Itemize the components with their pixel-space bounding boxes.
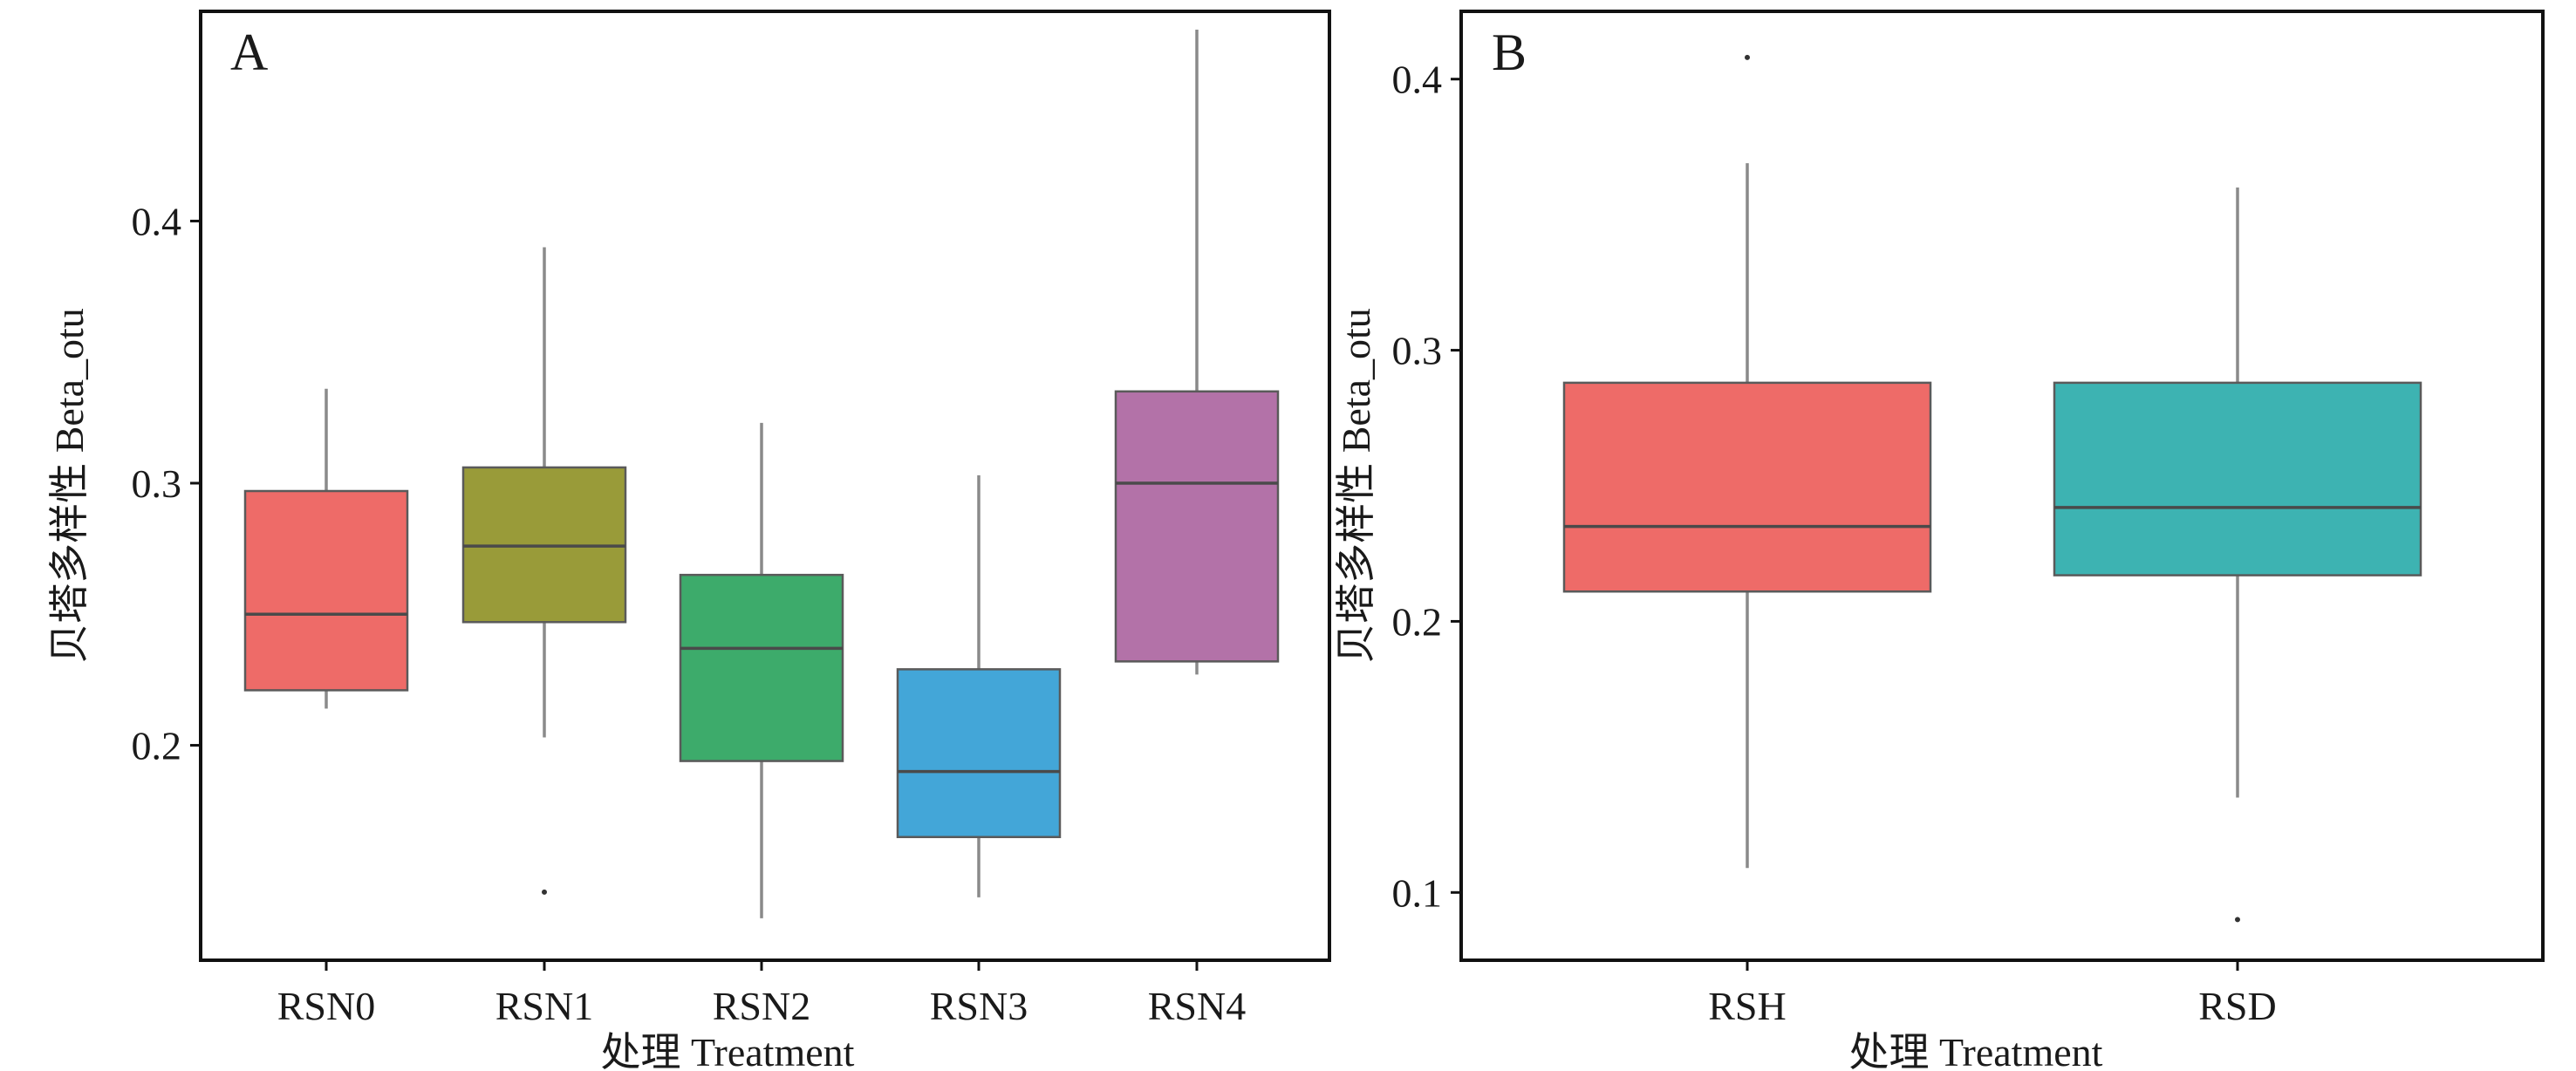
panel-a-x-tick-label: RSN1 xyxy=(495,984,593,1028)
panel-a-frame xyxy=(199,10,1331,962)
panel-b-box-rsd xyxy=(2053,188,2422,923)
panel-a: A 0.2 0.3 0.4 RSN0 RSN1 RSN2 RSN3 RSN4 处理 Trea… xyxy=(47,10,1331,1071)
panel-b-y-axis-title: 贝塔多样性 Beta_otu xyxy=(1334,308,1378,664)
panel-a-y-axis: 0.2 0.3 0.4 xyxy=(132,199,201,768)
panel-a-y-tick-label: 0.3 xyxy=(132,461,182,506)
panel-b-box-rsh xyxy=(1562,54,1932,869)
panel-a-box-rsn0 xyxy=(243,388,409,709)
iqr-box xyxy=(1562,381,1932,593)
panel-b-x-axis: RSH RSD xyxy=(1708,960,2277,1028)
panel-b-y-axis: 0.1 0.2 0.3 0.4 xyxy=(1392,58,1461,915)
iqr-box xyxy=(2053,381,2422,576)
iqr-box xyxy=(243,489,409,692)
panel-a-box-rsn2 xyxy=(679,422,844,918)
panel-a-box-rsn4 xyxy=(1114,30,1280,675)
panel-b-y-tick-label: 0.2 xyxy=(1392,599,1443,644)
iqr-box xyxy=(1114,390,1280,663)
outlier-point xyxy=(2235,917,2240,923)
panel-a-x-tick-label: RSN2 xyxy=(713,984,810,1028)
panel-b-y-tick-label: 0.3 xyxy=(1392,329,1443,373)
panel-b-x-tick-label: RSD xyxy=(2198,984,2276,1028)
panel-a-plot-area xyxy=(243,30,1280,918)
panel-b-y-tick-label: 0.1 xyxy=(1392,870,1443,915)
panel-a-x-tick-label: RSN0 xyxy=(277,984,375,1028)
outlier-point xyxy=(542,889,547,895)
panel-a-y-tick-label: 0.2 xyxy=(132,724,182,768)
iqr-box xyxy=(896,668,1062,838)
panel-b-x-axis-title: 处理 Treatment xyxy=(1849,1030,2103,1071)
panel-a-y-axis-title: 贝塔多样性 Beta_otu xyxy=(47,308,92,664)
panel-b-y-tick-label: 0.4 xyxy=(1392,58,1443,102)
panel-b-letter: B xyxy=(1492,24,1527,81)
panel-b: B 0.1 0.2 0.3 0.4 RSH RSD 处理 Treatment 贝塔多样性… xyxy=(1334,10,2545,1071)
panel-b-frame xyxy=(1459,10,2545,962)
panel-a-x-tick-label: RSN4 xyxy=(1148,984,1246,1028)
panel-a-x-axis: RSN0 RSN1 RSN2 RSN3 RSN4 xyxy=(277,960,1246,1028)
outlier-point xyxy=(1745,54,1750,60)
panel-a-y-tick-label: 0.4 xyxy=(132,199,182,243)
panel-a-letter: A xyxy=(230,24,268,81)
panel-a-box-rsn1 xyxy=(461,247,627,895)
panel-a-x-axis-title: 处理 Treatment xyxy=(601,1030,855,1071)
panel-b-x-tick-label: RSH xyxy=(1708,984,1786,1028)
iqr-box xyxy=(679,573,844,762)
panel-a-box-rsn3 xyxy=(896,474,1062,897)
panel-b-plot-area xyxy=(1562,54,2422,923)
panel-a-x-tick-label: RSN3 xyxy=(930,984,1028,1028)
